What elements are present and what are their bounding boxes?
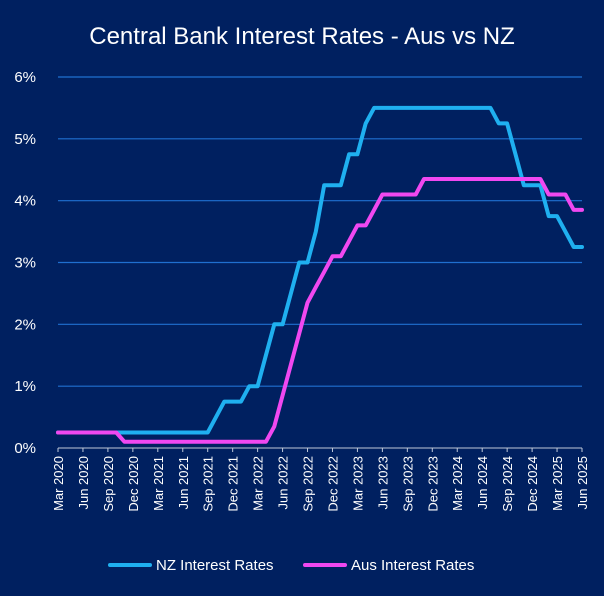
x-tick-label: Mar 2021	[151, 456, 166, 511]
y-tick-label: 4%	[14, 193, 36, 210]
chart-title: Central Bank Interest Rates - Aus vs NZ	[89, 23, 515, 50]
x-tick-label: Dec 2020	[126, 456, 141, 512]
legend-label-nz: NZ Interest Rates	[156, 557, 274, 574]
y-tick-label: 1%	[14, 378, 36, 395]
x-tick-label: Mar 2024	[450, 456, 465, 511]
x-tick-label: Dec 2022	[325, 456, 340, 512]
legend-label-aus: Aus Interest Rates	[351, 557, 474, 574]
gridlines	[58, 76, 582, 449]
x-tick-label: Jun 2021	[176, 456, 191, 510]
x-tick-label: Mar 2020	[51, 456, 66, 511]
x-tick-label: Jun 2022	[276, 456, 291, 510]
x-tick-label: Jun 2023	[375, 456, 390, 510]
y-tick-label: 0%	[14, 440, 36, 457]
y-tick-label: 3%	[14, 255, 36, 272]
x-tick-label: Sep 2020	[101, 456, 116, 512]
x-tick-label: Mar 2022	[251, 456, 266, 511]
y-tick-label: 6%	[14, 69, 36, 86]
x-tick-label: Sep 2021	[201, 456, 216, 512]
x-axis-ticks: Mar 2020 Jun 2020 Sep 2020 Dec 2020 Mar 2021…	[51, 448, 590, 512]
x-tick-label: Dec 2024	[525, 456, 540, 512]
y-axis-ticks: 0% 1% 2% 3% 4% 5% 6%	[14, 69, 36, 457]
legend: NZ Interest Rates Aus Interest Rates	[108, 557, 474, 574]
nz-series-line	[56, 105, 584, 435]
x-tick-label: Sep 2024	[500, 456, 515, 512]
x-tick-label: Dec 2023	[425, 456, 440, 512]
x-tick-label: Jun 2025	[575, 456, 590, 510]
y-tick-label: 5%	[14, 131, 36, 148]
x-tick-label: Mar 2023	[350, 456, 365, 511]
x-tick-label: Mar 2025	[550, 456, 565, 511]
aus-series-line	[56, 177, 584, 444]
x-tick-label: Dec 2021	[226, 456, 241, 512]
x-tick-label: Sep 2022	[301, 456, 316, 512]
y-tick-label: 2%	[14, 316, 36, 333]
x-tick-label: Sep 2023	[400, 456, 415, 512]
x-tick-label: Jun 2020	[76, 456, 91, 510]
x-tick-label: Jun 2024	[475, 456, 490, 510]
series-lines	[56, 105, 584, 444]
